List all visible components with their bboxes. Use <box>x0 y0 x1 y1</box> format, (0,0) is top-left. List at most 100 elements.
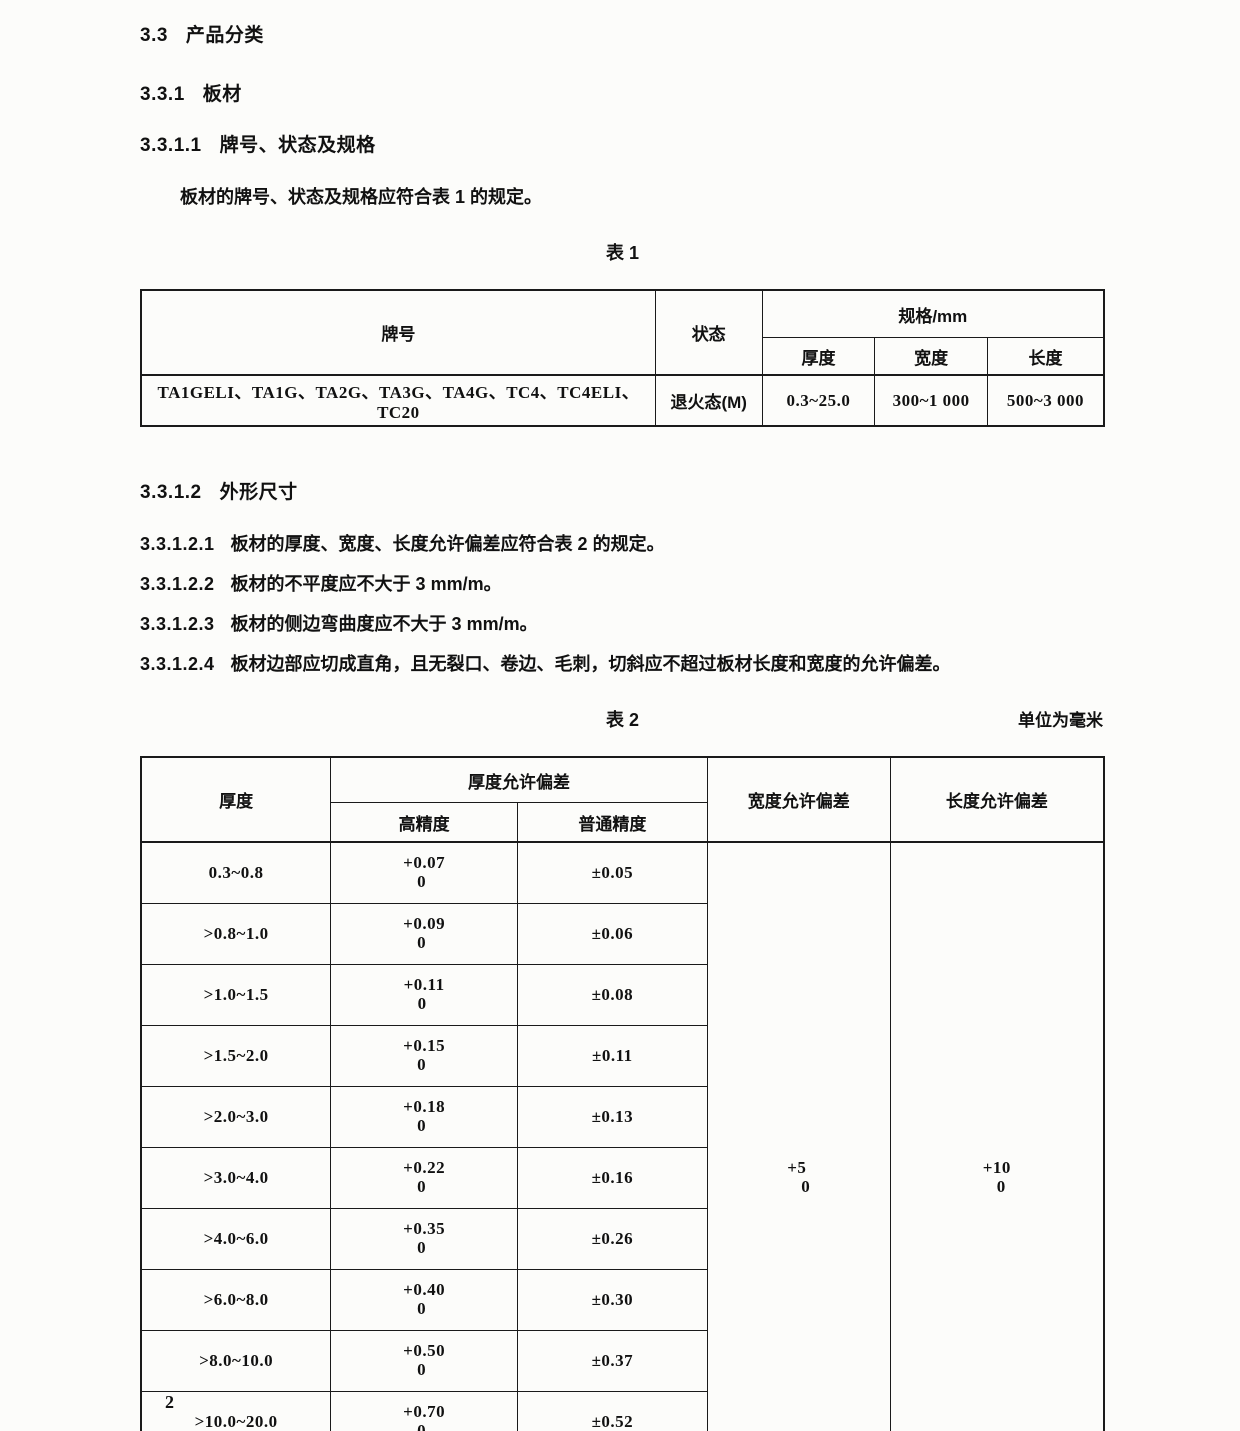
table2-header-row-1: 厚度 厚度允许偏差 宽度允许偏差 长度允许偏差 <box>140 756 1105 843</box>
clause-text: 板材的厚度、宽度、长度允许偏差应符合表 2 的规定。 <box>230 534 665 554</box>
high-precision-cell: +0.11 0 <box>330 964 519 1026</box>
thickness-range-cell: 0.3~0.8 <box>140 841 332 904</box>
tolerance-lower: 0 <box>417 1115 427 1135</box>
section-title: 产品分类 <box>185 25 264 46</box>
section-number: 3.3.1.2 <box>140 482 202 503</box>
clause-number: 3.3.1.2.3 <box>140 614 215 634</box>
page-number: 2 <box>165 1392 174 1412</box>
thickness-cell: 0.3~25.0 <box>761 374 876 427</box>
tolerance-stack: +0.15 0 <box>403 1036 446 1074</box>
high-precision-cell: +0.35 0 <box>330 1208 519 1270</box>
normal-precision-cell: ±0.30 <box>517 1269 708 1331</box>
clause-3-3-1-2-2: 3.3.1.2.2 板材的不平度应不大于 3 mm/m。 <box>140 570 1105 596</box>
clause-text: 板材的不平度应不大于 3 mm/m。 <box>230 574 502 594</box>
section-number: 3.3.1.1 <box>140 135 202 156</box>
table1-data-row: TA1GELI、TA1G、TA2G、TA3G、TA4G、TC4、TC4ELI、T… <box>140 374 1105 427</box>
table2-header-thickness: 厚度 <box>140 756 332 843</box>
tolerance-lower: 0 <box>417 1176 427 1196</box>
thickness-range-cell: >10.0~20.0 <box>140 1391 332 1431</box>
section-heading-3-3-1: 3.3.1 板材 <box>140 79 1105 106</box>
tolerance-stack: +0.50 0 <box>403 1341 446 1379</box>
table1-header-width: 宽度 <box>874 337 988 376</box>
tolerance-upper: +0.07 <box>403 853 446 873</box>
table1: 牌号 状态 规格/mm 厚度 宽度 长度 TA1GELI、TA1G、TA2G、T… <box>140 289 1105 427</box>
table1-header-row-2: 厚度 宽度 长度 <box>141 337 1105 376</box>
clause-number: 3.3.1.2.4 <box>140 654 215 674</box>
intro-paragraph: 板材的牌号、状态及规格应符合表 1 的规定。 <box>180 187 543 207</box>
tolerance-upper: +5 <box>787 1158 807 1178</box>
thickness-range-cell: >6.0~8.0 <box>140 1269 332 1331</box>
tolerance-upper: +0.22 <box>403 1158 446 1178</box>
section-title: 板材 <box>202 84 242 105</box>
tolerance-stack: +5 0 <box>787 1158 811 1196</box>
section-heading-3-3: 3.3 产品分类 <box>140 20 1105 47</box>
tolerance-lower: 0 <box>417 932 427 952</box>
high-precision-cell: +0.40 0 <box>330 1269 519 1331</box>
table2-header-row-2: 高精度 普通精度 <box>141 802 1104 843</box>
clause-3-3-1-2-1: 3.3.1.2.1 板材的厚度、宽度、长度允许偏差应符合表 2 的规定。 <box>140 530 1105 556</box>
width-cell: 300~1 000 <box>874 374 988 427</box>
clause-list: 3.3.1.2.1 板材的厚度、宽度、长度允许偏差应符合表 2 的规定。 3.3.… <box>140 530 1105 676</box>
high-precision-cell: +0.22 0 <box>330 1147 519 1209</box>
table2-header-high-precision: 高精度 <box>330 802 519 843</box>
tolerance-upper: +0.50 <box>403 1341 446 1361</box>
tolerance-upper: +0.70 <box>403 1402 446 1422</box>
thickness-range-cell: >1.5~2.0 <box>140 1025 332 1087</box>
tolerance-stack: +0.07 0 <box>403 853 446 891</box>
table2-caption: 表 2 单位为毫米 <box>140 706 1105 732</box>
tolerance-upper: +0.35 <box>403 1219 446 1239</box>
grade-cell: TA1GELI、TA1G、TA2G、TA3G、TA4G、TC4、TC4ELI、T… <box>140 374 656 427</box>
table1-header-row-1: 牌号 状态 规格/mm <box>140 289 1105 376</box>
table2-row: >1.0~1.5 +0.11 0 ±0.08 <box>140 964 1104 1026</box>
table2-unit-note: 单位为毫米 <box>1018 711 1103 730</box>
tolerance-upper: +0.15 <box>403 1036 446 1056</box>
clause-text: 板材的侧边弯曲度应不大于 3 mm/m。 <box>230 614 538 634</box>
table2-row: >8.0~10.0 +0.50 0 ±0.37 <box>140 1330 1104 1392</box>
table1-header-grade: 牌号 <box>140 289 656 376</box>
normal-precision-cell: ±0.06 <box>517 903 708 965</box>
table2-row: 0.3~0.8 +0.07 0 ±0.05 +5 0 +10 0 <box>140 841 1105 1431</box>
tolerance-upper: +0.40 <box>403 1280 446 1300</box>
tolerance-upper: +0.18 <box>403 1097 446 1117</box>
normal-precision-cell: ±0.37 <box>517 1330 708 1392</box>
table2-row: >3.0~4.0 +0.22 0 ±0.16 <box>140 1147 1104 1209</box>
thickness-range-cell: >8.0~10.0 <box>140 1330 332 1392</box>
high-precision-cell: +0.18 0 <box>330 1086 519 1148</box>
table2-row: >1.5~2.0 +0.15 0 ±0.11 <box>140 1025 1104 1087</box>
tolerance-stack: +10 0 <box>983 1158 1011 1196</box>
normal-precision-cell: ±0.08 <box>517 964 708 1026</box>
tolerance-lower: 0 <box>417 1237 427 1257</box>
thickness-range-cell: >3.0~4.0 <box>140 1147 332 1209</box>
table2-header-thickness-tol-group: 厚度允许偏差 <box>330 756 708 803</box>
width-tolerance-cell: +5 0 <box>706 841 891 1431</box>
tolerance-lower: 0 <box>417 1420 427 1431</box>
table1-caption: 表 1 <box>140 239 1105 265</box>
thickness-range-cell: >2.0~3.0 <box>140 1086 332 1148</box>
high-precision-cell: +0.07 0 <box>330 841 519 904</box>
high-precision-cell: +0.15 0 <box>330 1025 519 1087</box>
thickness-range-cell: >4.0~6.0 <box>140 1208 332 1270</box>
table2-header-width-tol: 宽度允许偏差 <box>706 756 891 843</box>
tolerance-lower: 0 <box>801 1176 811 1196</box>
table2-title: 表 2 <box>605 710 639 730</box>
table2-header-normal-precision: 普通精度 <box>517 802 708 843</box>
section-heading-3-3-1-1: 3.3.1.1 牌号、状态及规格 <box>140 130 1105 157</box>
table1-header-thickness: 厚度 <box>761 337 876 376</box>
tolerance-lower: 0 <box>417 871 427 891</box>
tolerance-lower: 0 <box>996 1176 1006 1196</box>
clause-number: 3.3.1.2.2 <box>140 574 215 594</box>
table2: 厚度 厚度允许偏差 宽度允许偏差 长度允许偏差 高精度 普通精度 0.3~0.8… <box>140 756 1105 1431</box>
table2-row: >2.0~3.0 +0.18 0 ±0.13 <box>140 1086 1104 1148</box>
clause-number: 3.3.1.2.1 <box>140 534 215 554</box>
normal-precision-cell: ±0.13 <box>517 1086 708 1148</box>
table2-row: >4.0~6.0 +0.35 0 ±0.26 <box>140 1208 1104 1270</box>
tolerance-upper: +0.11 <box>403 975 445 995</box>
normal-precision-cell: ±0.26 <box>517 1208 708 1270</box>
condition-cell: 退火态(M) <box>654 374 763 427</box>
clause-text: 板材边部应切成直角，且无裂口、卷边、毛刺，切斜应不超过板材长度和宽度的允许偏差。 <box>230 654 951 674</box>
table1-header-spec-group: 规格/mm <box>761 289 1105 338</box>
tolerance-lower: 0 <box>417 1298 427 1318</box>
table2-header-length-tol: 长度允许偏差 <box>889 756 1105 843</box>
tolerance-stack: +0.09 0 <box>403 914 445 952</box>
